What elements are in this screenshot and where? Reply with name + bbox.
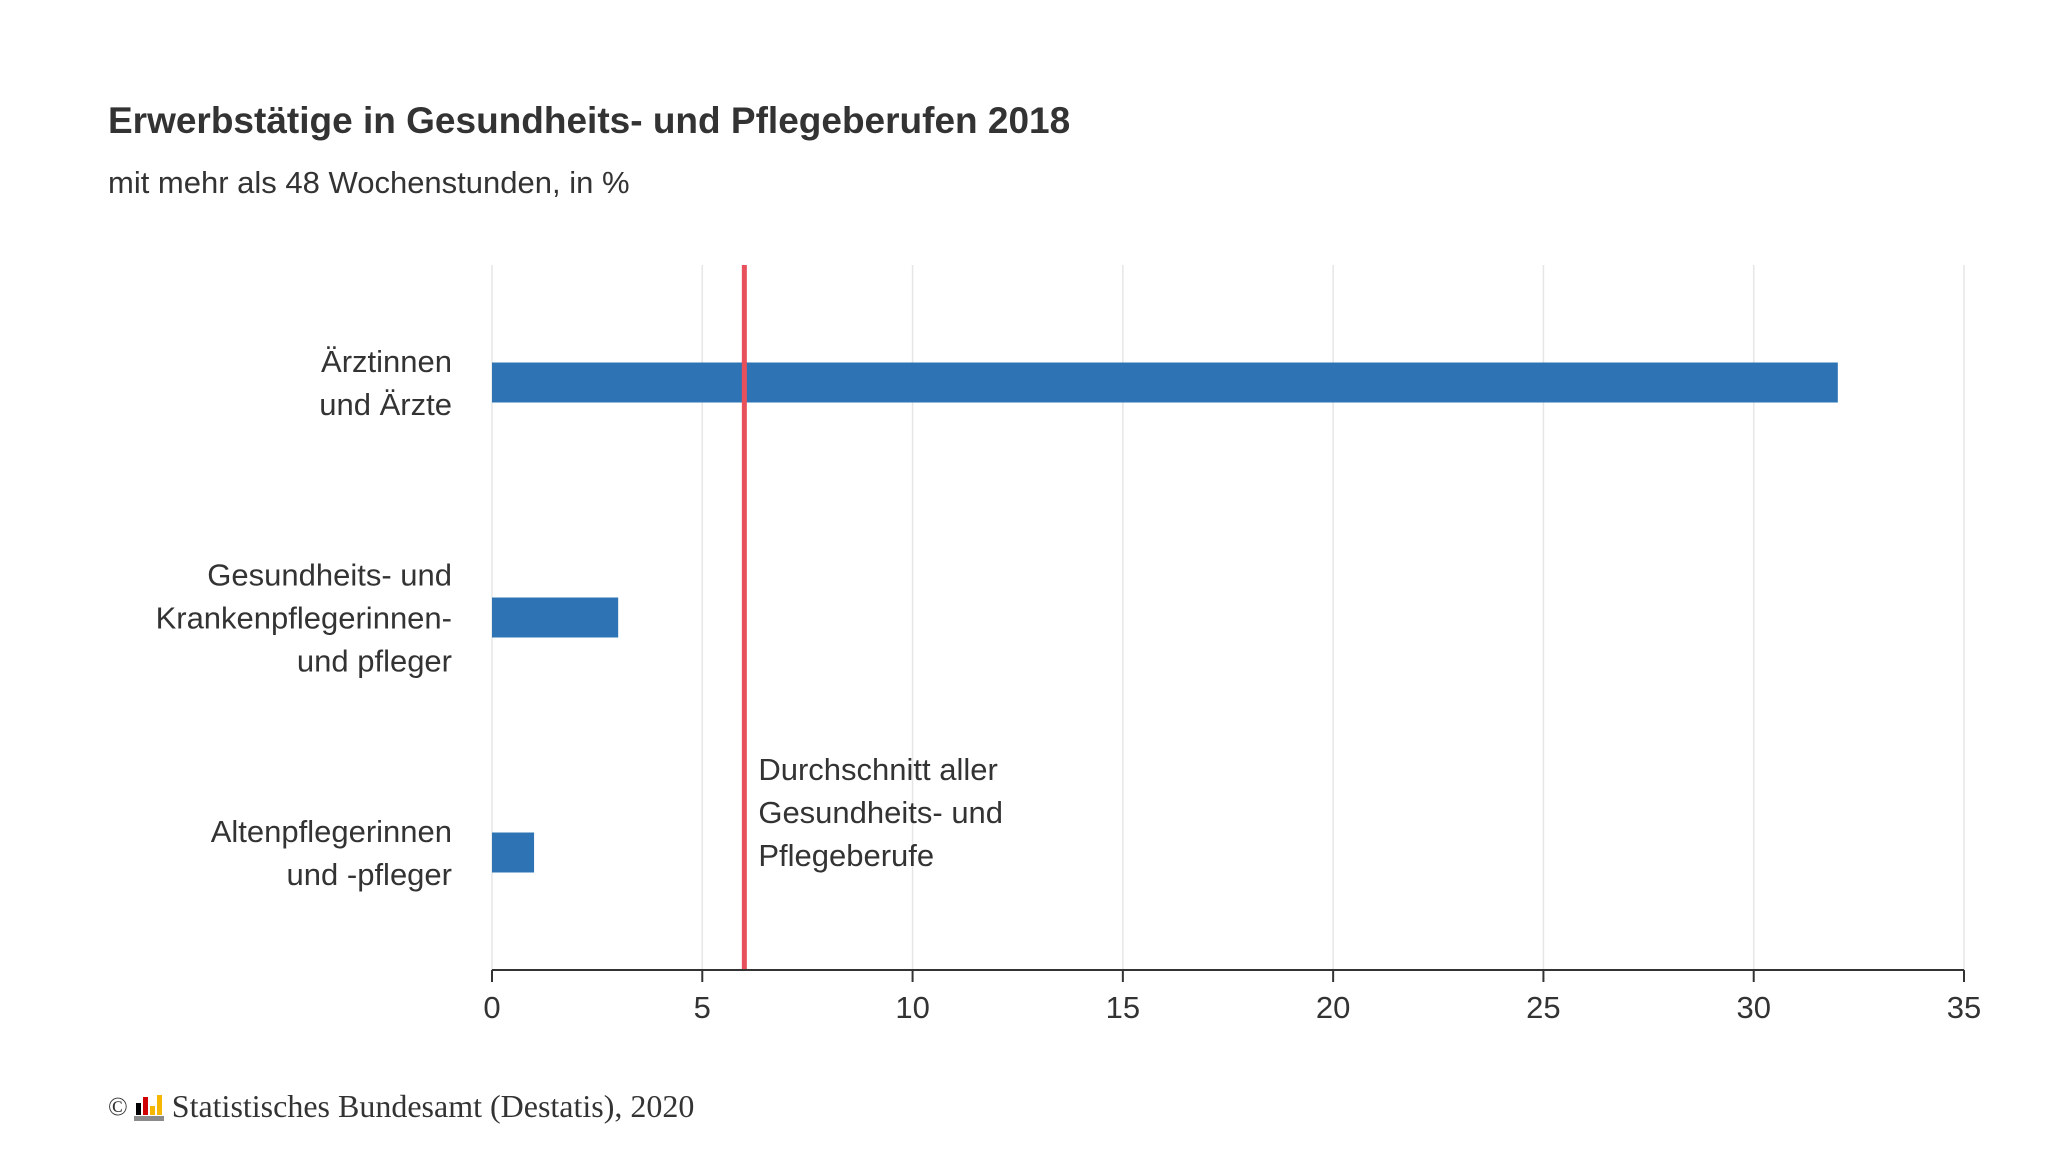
x-tick-label: 10 [895,990,929,1025]
category-label: Altenpflegerinnen [211,814,452,849]
source-footer: © Statistisches Bundesamt (Destatis), 20… [108,1088,694,1125]
x-axis: 0 5 10 15 20 25 30 35 [483,969,1981,1025]
x-tick-label: 20 [1316,990,1350,1025]
category-label: Krankenpflegerinnen- [156,601,452,636]
x-tick-label: 30 [1736,990,1770,1025]
x-tick-label: 35 [1947,990,1981,1025]
bar [492,832,535,873]
category-label: und -pfleger [287,857,452,892]
chart-subtitle: mit mehr als 48 Wochenstunden, in % [108,165,630,200]
x-tick-label: 25 [1526,990,1560,1025]
bar [492,362,1838,403]
source-text: Statistisches Bundesamt (Destatis), 2020 [171,1088,695,1124]
category-label: und pfleger [297,644,452,679]
destatis-logo-icon [133,1093,164,1121]
copyright-symbol: © [108,1091,128,1121]
category-label: Ärztinnen [321,344,452,379]
bar [492,597,619,638]
reference-line-label: Durchschnitt aller [758,752,997,787]
category-label: Gesundheits- und [207,558,452,593]
bars [492,362,1838,873]
reference-line-group: Durchschnitt aller Gesundheits- und Pflege… [741,265,1003,970]
x-tick-label: 15 [1106,990,1140,1025]
chart-title: Erwerbstätige in Gesundheits- und Pflege… [108,100,1071,141]
x-tick-label: 5 [694,990,711,1025]
category-labels: Ärztinnen und Ärzte Gesundheits- und Kranke… [156,344,452,892]
x-tick-label: 0 [483,990,500,1025]
reference-line-label: Pflegeberufe [758,838,934,873]
category-label: und Ärzte [319,387,452,422]
reference-line-label: Gesundheits- und [758,795,1003,830]
